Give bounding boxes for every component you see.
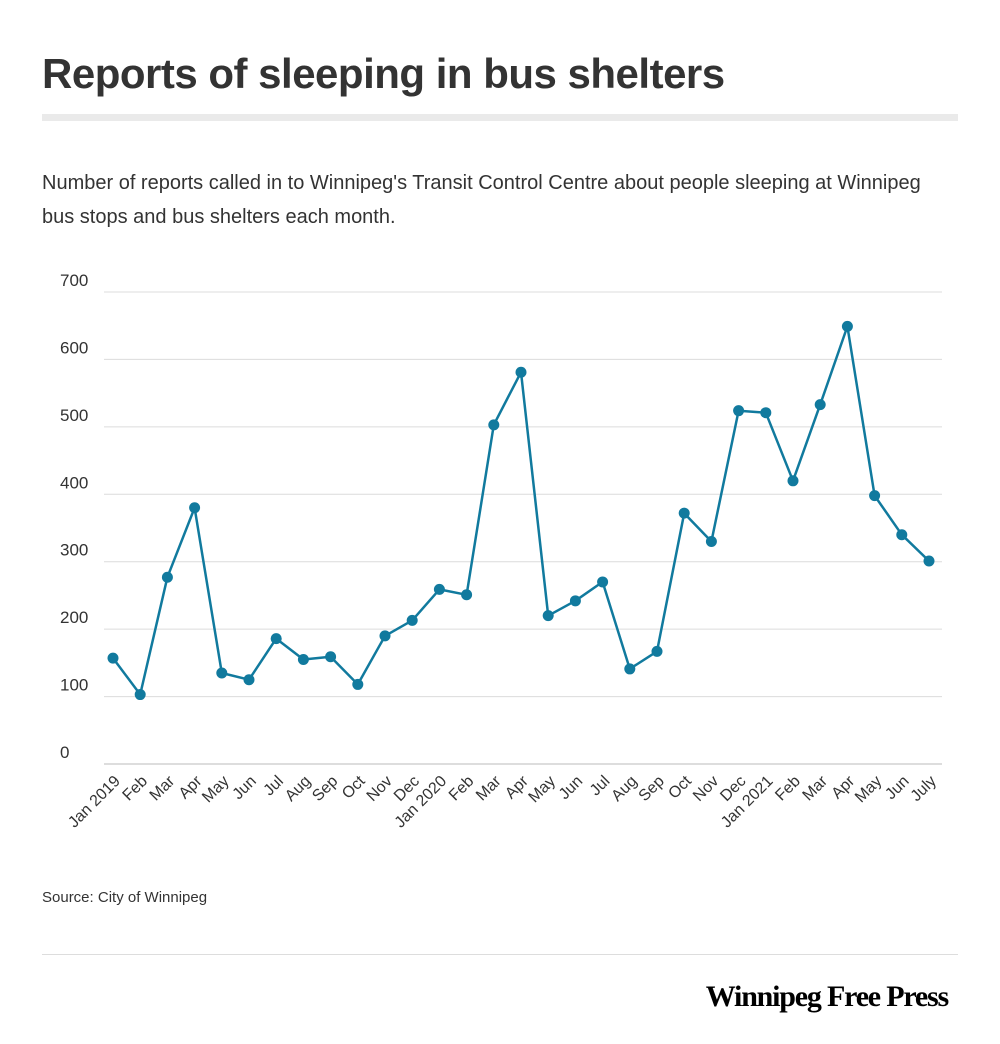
x-tick-label: Oct xyxy=(339,772,369,802)
data-point xyxy=(325,651,337,663)
data-point xyxy=(297,653,309,665)
x-tick-label: Feb xyxy=(446,773,478,805)
data-point xyxy=(869,490,881,502)
data-point xyxy=(134,689,146,701)
x-tick-label: Sep xyxy=(309,773,341,805)
data-point xyxy=(107,652,119,664)
data-point xyxy=(406,614,418,626)
y-tick-label: 0 xyxy=(60,743,69,762)
x-tick-label: Apr xyxy=(829,772,859,802)
data-point xyxy=(597,576,609,588)
gridlines xyxy=(104,291,942,765)
y-tick-label: 500 xyxy=(60,406,88,425)
publisher-logo: Winnipeg Free Press xyxy=(705,980,949,1013)
data-point xyxy=(488,419,500,431)
data-point xyxy=(161,571,173,583)
data-point xyxy=(705,535,717,547)
data-point xyxy=(651,645,663,657)
data-point xyxy=(352,678,364,690)
x-tick-label: Jun xyxy=(556,773,586,803)
y-tick-label: 400 xyxy=(60,473,88,492)
x-tick-label: Mar xyxy=(473,772,505,804)
y-tick-label: 700 xyxy=(60,271,88,290)
footer-divider xyxy=(42,954,958,955)
data-point xyxy=(896,529,908,541)
data-point xyxy=(814,399,826,411)
y-tick-label: 100 xyxy=(60,676,88,695)
data-point xyxy=(379,630,391,642)
x-tick-label: Apr xyxy=(176,772,206,802)
x-tick-label: Feb xyxy=(772,773,804,805)
data-point xyxy=(787,475,799,487)
x-tick-label: Feb xyxy=(120,773,152,805)
x-tick-label: Jun xyxy=(230,773,260,803)
data-point xyxy=(841,320,853,332)
x-tick-label: Jan 2019 xyxy=(65,773,124,832)
x-tick-label: May xyxy=(526,773,559,806)
data-point xyxy=(189,502,201,514)
x-tick-label: July xyxy=(908,773,940,805)
x-tick-label: Aug xyxy=(608,773,640,805)
data-point xyxy=(515,366,527,378)
x-tick-label: Oct xyxy=(665,772,695,802)
data-point xyxy=(678,507,690,519)
source-note: Source: City of Winnipeg xyxy=(42,889,208,906)
y-axis-labels: 0 100 200 300 400 500 600 700 xyxy=(60,271,88,762)
x-tick-label: Mar xyxy=(147,772,179,804)
x-tick-label: May xyxy=(852,773,885,806)
y-tick-label: 300 xyxy=(60,541,88,560)
data-point xyxy=(624,663,636,675)
data-point xyxy=(760,407,772,419)
data-point xyxy=(733,405,745,417)
x-tick-label: Jun xyxy=(882,773,912,803)
data-point xyxy=(433,583,445,595)
data-point xyxy=(243,674,255,686)
series-line xyxy=(111,325,930,696)
x-tick-label: Aug xyxy=(282,773,314,805)
data-point xyxy=(542,610,554,622)
x-tick-label: Mar xyxy=(800,772,832,804)
x-tick-label: Sep xyxy=(636,773,668,805)
title-divider xyxy=(42,114,958,121)
x-tick-label: May xyxy=(199,773,232,806)
x-tick-label: Nov xyxy=(364,773,396,805)
x-tick-label: Apr xyxy=(502,772,532,802)
data-point xyxy=(923,555,935,567)
y-tick-label: 600 xyxy=(60,338,88,357)
chart-title: Reports of sleeping in bus shelters xyxy=(42,50,725,97)
chart-subtitle: Number of reports called in to Winnipeg'… xyxy=(42,172,921,228)
x-tick-label: Nov xyxy=(690,773,722,805)
data-point xyxy=(461,589,473,601)
y-tick-label: 200 xyxy=(60,608,88,627)
data-point xyxy=(270,633,282,645)
data-series xyxy=(107,320,935,701)
x-tick-label: Jul xyxy=(587,773,613,799)
data-point xyxy=(216,667,228,679)
data-point xyxy=(569,595,581,607)
